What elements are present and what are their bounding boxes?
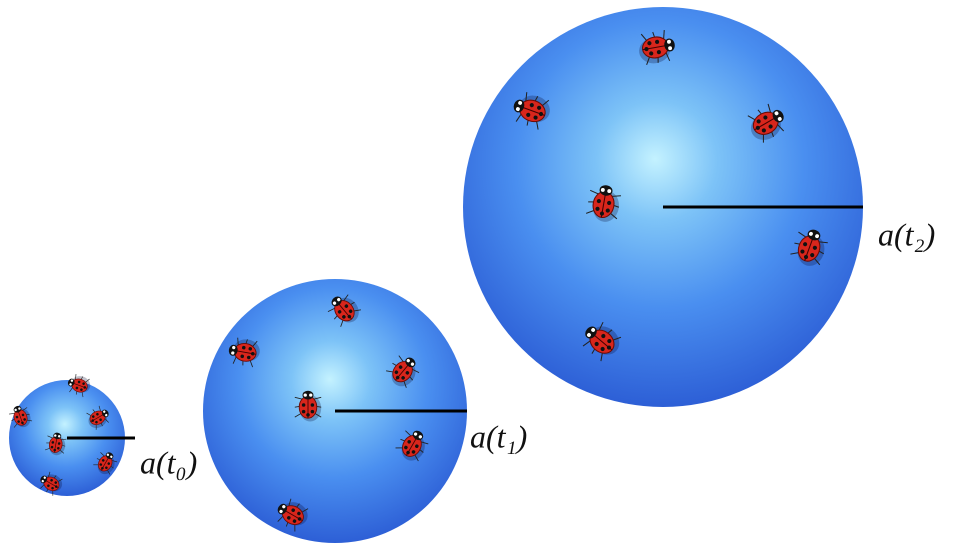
- radius-label: a(t₂): [878, 216, 935, 252]
- spot: [302, 403, 306, 407]
- spheres: [9, 7, 863, 543]
- radius-label: a(t₁): [470, 418, 527, 454]
- spot: [302, 410, 306, 414]
- spot: [311, 410, 315, 414]
- spot: [306, 413, 310, 417]
- eye-spot: [304, 393, 307, 396]
- diagram: a(t₀) a(t₁) a(t₂): [0, 0, 967, 546]
- eye-spot: [309, 393, 312, 396]
- radius-label: a(t₀): [140, 444, 197, 480]
- spot: [311, 403, 315, 407]
